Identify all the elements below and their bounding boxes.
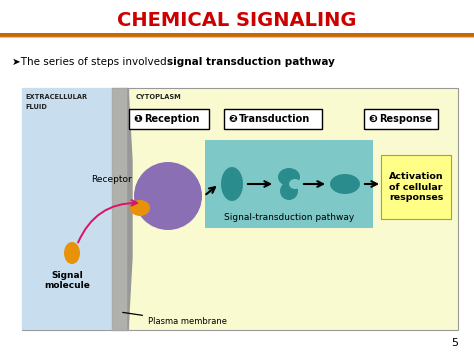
Ellipse shape bbox=[280, 182, 298, 200]
Text: Response: Response bbox=[379, 114, 432, 124]
Text: Reception: Reception bbox=[144, 114, 200, 124]
Ellipse shape bbox=[64, 242, 80, 264]
Text: CHEMICAL SIGNALING: CHEMICAL SIGNALING bbox=[117, 11, 357, 29]
Text: 5: 5 bbox=[451, 338, 458, 348]
Text: ➤The series of steps involved: ➤The series of steps involved bbox=[12, 57, 173, 67]
FancyBboxPatch shape bbox=[364, 109, 438, 129]
Text: Receptor: Receptor bbox=[91, 175, 132, 185]
Text: Activation
of cellular
responses: Activation of cellular responses bbox=[389, 172, 443, 202]
FancyBboxPatch shape bbox=[205, 140, 373, 228]
FancyBboxPatch shape bbox=[381, 155, 451, 219]
FancyBboxPatch shape bbox=[22, 88, 458, 330]
FancyBboxPatch shape bbox=[0, 34, 474, 37]
FancyBboxPatch shape bbox=[0, 36, 474, 38]
Text: Plasma membrane: Plasma membrane bbox=[123, 312, 227, 327]
Text: ❷: ❷ bbox=[228, 114, 237, 124]
Text: FLUID: FLUID bbox=[25, 104, 47, 110]
Text: ❶: ❶ bbox=[133, 114, 142, 124]
FancyBboxPatch shape bbox=[0, 36, 474, 37]
FancyBboxPatch shape bbox=[0, 33, 474, 35]
Text: Transduction: Transduction bbox=[239, 114, 310, 124]
FancyBboxPatch shape bbox=[0, 34, 474, 36]
Ellipse shape bbox=[221, 167, 243, 201]
FancyBboxPatch shape bbox=[129, 109, 209, 129]
Text: EXTRACELLULAR: EXTRACELLULAR bbox=[25, 94, 87, 100]
Ellipse shape bbox=[278, 168, 300, 186]
Ellipse shape bbox=[289, 179, 301, 189]
Polygon shape bbox=[112, 88, 128, 330]
Polygon shape bbox=[128, 88, 132, 330]
FancyBboxPatch shape bbox=[22, 88, 112, 330]
Ellipse shape bbox=[130, 200, 150, 216]
Ellipse shape bbox=[330, 174, 360, 194]
Circle shape bbox=[134, 162, 202, 230]
FancyBboxPatch shape bbox=[224, 109, 322, 129]
Text: CYTOPLASM: CYTOPLASM bbox=[136, 94, 182, 100]
Text: Signal-transduction pathway: Signal-transduction pathway bbox=[224, 213, 354, 223]
Text: signal transduction pathway: signal transduction pathway bbox=[167, 57, 335, 67]
Text: Signal
molecule: Signal molecule bbox=[44, 271, 90, 290]
Text: ❸: ❸ bbox=[368, 114, 377, 124]
